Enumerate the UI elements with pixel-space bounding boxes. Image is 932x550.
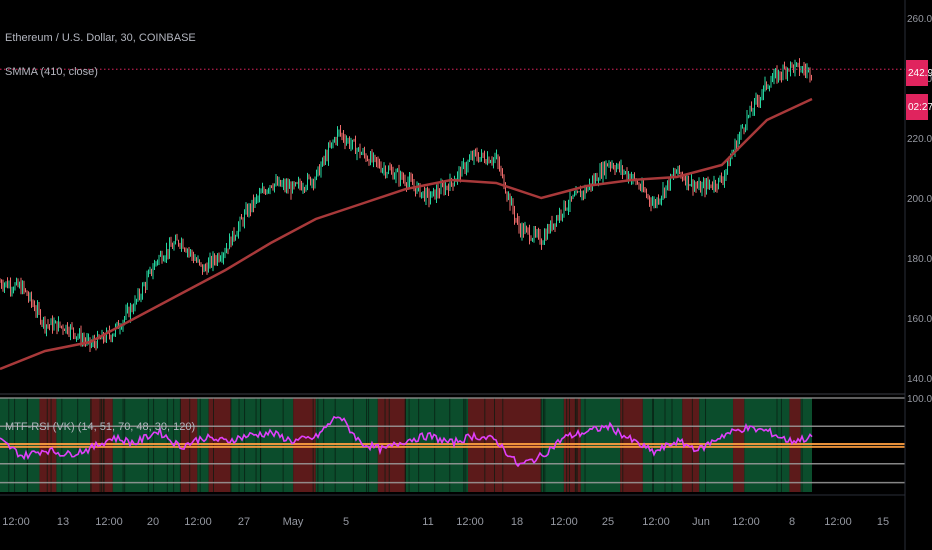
price-tick-label: 140.00 [907, 374, 932, 385]
last-price-tag: 242.93 [906, 60, 932, 86]
countdown-value: 02:27 [908, 102, 932, 113]
price-candles [0, 58, 812, 352]
time-tick-label: 25 [602, 516, 614, 528]
time-tick-label: 5 [343, 516, 349, 528]
rsi-axis[interactable]: 100.00 [907, 394, 932, 405]
time-tick-label: 12:00 [456, 516, 484, 528]
price-tick-label: 200.00 [907, 194, 932, 205]
time-tick-label: 12:00 [184, 516, 212, 528]
price-tick-label: 160.00 [907, 314, 932, 325]
countdown-tag-bg [906, 94, 928, 120]
time-tick-label: 18 [511, 516, 523, 528]
time-tick-label: 15 [877, 516, 889, 528]
last-price-tag-bg [906, 60, 928, 86]
price-tick-label: 260.00 [907, 14, 932, 25]
time-tick-label: 27 [238, 516, 250, 528]
smma-label[interactable]: SMMA (410, close) [5, 66, 98, 78]
time-tick-label: 13 [57, 516, 69, 528]
rsi-layer [0, 415, 813, 468]
time-tick-label: 12:00 [824, 516, 852, 528]
price-tick-label: 220.00 [907, 134, 932, 145]
rsi-tick-label: 100.00 [907, 394, 932, 405]
time-tick-label: 12:00 [732, 516, 760, 528]
time-tick-label: 12:00 [95, 516, 123, 528]
time-tick-label: Jun [692, 516, 710, 528]
time-tick-label: 12:00 [2, 516, 30, 528]
symbol-label[interactable]: Ethereum / U.S. Dollar, 30, COINBASE [5, 32, 196, 44]
smma-line [0, 97, 813, 371]
time-axis[interactable]: 12:00 13 12:00 20 12:00 27 May 5 11 12:00 18 12:00 2… [2, 516, 889, 528]
time-tick-label: 12:00 [550, 516, 578, 528]
countdown-tag: 02:27 [906, 94, 932, 120]
price-tick-label: 180.00 [907, 254, 932, 265]
smma-layer [0, 97, 813, 371]
time-tick-label: 20 [147, 516, 159, 528]
rsi-level-lines [0, 397, 905, 484]
last-price-value: 242.93 [908, 68, 932, 79]
rsi-line [0, 415, 813, 468]
time-tick-label: 8 [789, 516, 795, 528]
time-tick-label: May [283, 516, 304, 528]
rsi-label[interactable]: MTF-RSI (VK) (14, 51, 70, 48, 30, 120) [5, 421, 195, 433]
time-tick-label: 11 [422, 516, 433, 528]
time-tick-label: 12:00 [642, 516, 670, 528]
